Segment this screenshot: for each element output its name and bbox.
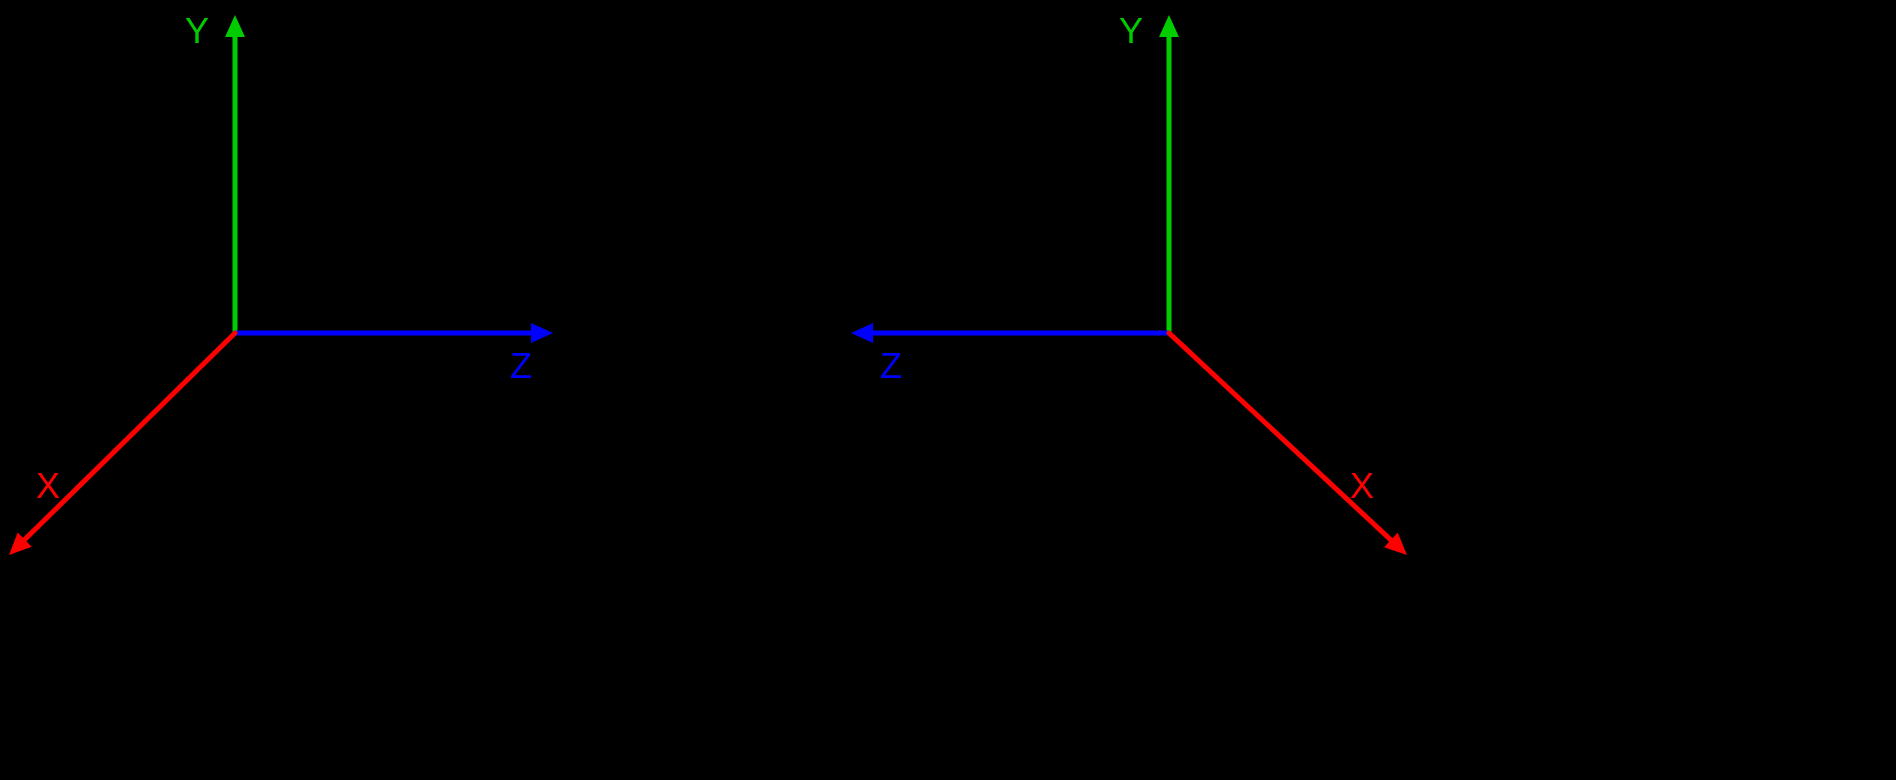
coordinate-systems-diagram: [0, 0, 1896, 780]
right-z-label: Z: [880, 345, 902, 387]
right-z-arrowhead: [851, 323, 873, 343]
left-y-label: Y: [185, 10, 209, 52]
left-z-arrowhead: [531, 323, 553, 343]
left-x-label: X: [36, 465, 60, 507]
right-y-label: Y: [1119, 10, 1143, 52]
right-x-label: X: [1350, 465, 1374, 507]
right-x-axis: [1169, 333, 1391, 540]
left-x-axis: [25, 333, 235, 540]
left-z-label: Z: [510, 345, 532, 387]
right-y-arrowhead: [1159, 15, 1179, 37]
left-y-arrowhead: [225, 15, 245, 37]
